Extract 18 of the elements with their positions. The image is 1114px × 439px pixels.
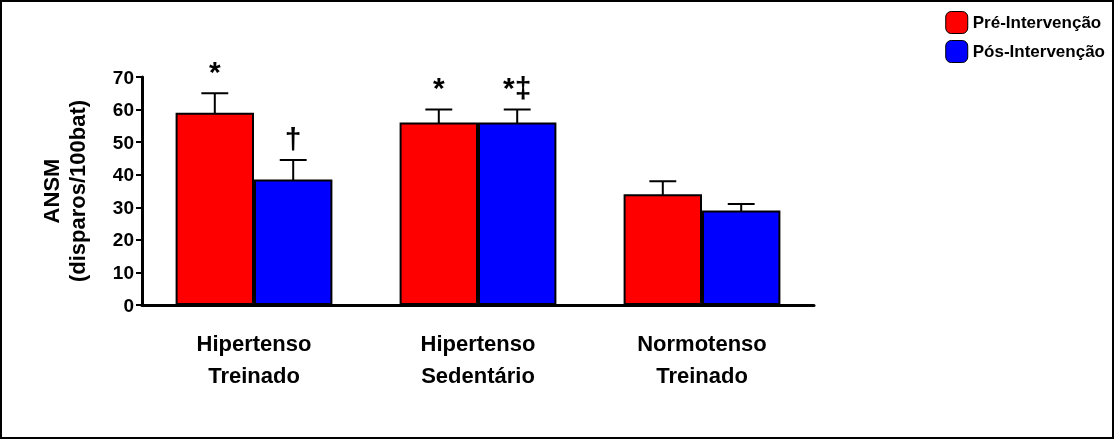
annotation: *: [208, 54, 221, 88]
x-tick-label: Normotenso Treinado: [637, 330, 767, 388]
y-axis-title: ANSM (disparos/100bat): [38, 99, 90, 283]
x-tick-label: Hipertenso Sedentário: [420, 330, 536, 388]
y-tick-label: 70: [112, 66, 134, 88]
y-tick-label: 40: [112, 164, 134, 186]
annotation: *‡: [503, 71, 532, 105]
y-tick-label: 60: [112, 99, 134, 121]
y-tick-label: 50: [112, 131, 134, 153]
y-tick-label: 10: [112, 261, 134, 283]
legend-label: Pré-Intervenção: [972, 13, 1102, 32]
x-tick-label: Hipertenso Treinado: [196, 330, 312, 388]
legend-label: Pós-Intervenção: [972, 42, 1105, 61]
y-tick-label: 30: [112, 196, 134, 218]
y-tick-label: 0: [123, 294, 134, 316]
annotation: *: [432, 71, 445, 105]
annotation: †: [284, 121, 302, 155]
y-tick-label: 20: [112, 229, 134, 251]
